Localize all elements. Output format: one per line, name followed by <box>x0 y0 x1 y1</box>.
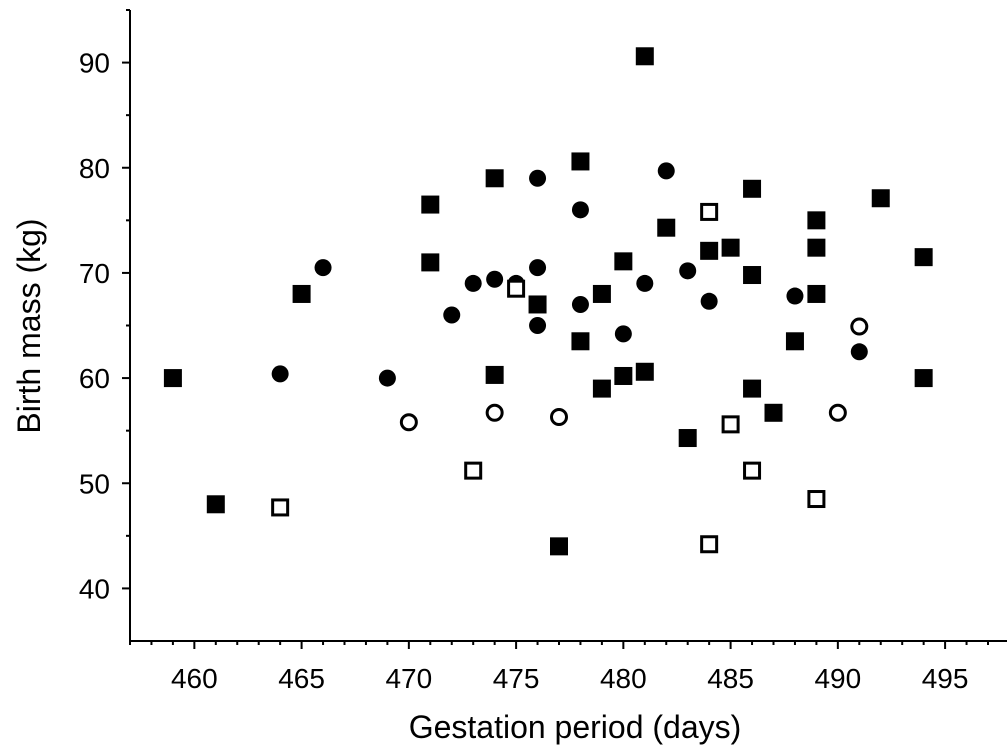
filled-circle-point <box>786 287 804 305</box>
x-tick-label: 490 <box>814 663 861 694</box>
filled-square-point <box>528 295 547 314</box>
filled-circle-point <box>486 270 504 288</box>
filled-square-point <box>550 537 568 556</box>
filled-square-point <box>592 379 611 398</box>
filled-circle-point <box>314 259 332 277</box>
data-points <box>163 47 933 556</box>
filled-square-point <box>485 169 504 188</box>
open-square-point <box>271 498 290 517</box>
open-square-point <box>721 415 740 434</box>
filled-square-point <box>807 284 826 303</box>
open-circle-point <box>485 403 504 422</box>
x-tick-label: 465 <box>278 663 325 694</box>
filled-square-point <box>914 369 933 388</box>
filled-circle-point <box>271 365 289 383</box>
filled-square-point <box>721 238 740 257</box>
filled-circle-point <box>636 274 654 292</box>
filled-circle-point <box>614 325 632 343</box>
x-tick-label: 480 <box>600 663 647 694</box>
plot-area <box>129 10 1007 642</box>
filled-square-point <box>807 211 826 230</box>
filled-square-point <box>807 238 826 257</box>
y-axis-title: Birth mass (kg) <box>11 218 47 433</box>
filled-circle-point <box>571 201 589 219</box>
x-tick-label: 495 <box>922 663 969 694</box>
filled-square-point <box>743 266 762 285</box>
filled-circle-point <box>571 295 589 313</box>
filled-square-point <box>743 379 762 398</box>
filled-circle-point <box>378 369 396 387</box>
filled-square-point <box>785 332 804 351</box>
filled-square-point <box>871 189 890 208</box>
filled-square-point <box>914 248 933 267</box>
y-axis: 40 50 60 70 80 90 <box>79 9 130 604</box>
filled-circle-point <box>679 262 697 280</box>
filled-square-point <box>678 429 697 448</box>
filled-square-point <box>635 47 654 66</box>
open-square-point <box>743 461 762 480</box>
filled-square-point <box>421 195 440 214</box>
filled-square-point <box>657 218 676 237</box>
y-tick-label: 90 <box>79 48 110 79</box>
open-square-point <box>700 202 719 221</box>
open-square-point <box>700 535 719 554</box>
filled-square-point <box>571 152 590 171</box>
filled-square-point <box>421 253 440 272</box>
filled-square-point <box>592 284 611 303</box>
filled-circle-point <box>700 292 718 310</box>
open-circle-point <box>828 403 847 422</box>
filled-square-point <box>206 495 225 514</box>
filled-square-point <box>614 252 633 271</box>
x-tick-label: 460 <box>171 663 218 694</box>
x-tick-label: 485 <box>707 663 754 694</box>
y-tick-label: 40 <box>79 573 110 604</box>
open-circle-point <box>850 317 869 336</box>
filled-square-point <box>163 369 182 388</box>
open-square-point <box>464 461 483 480</box>
open-square-point <box>807 490 826 509</box>
open-circle-point <box>399 413 418 432</box>
filled-square-point <box>614 366 633 385</box>
filled-square-point <box>635 362 654 381</box>
y-tick-label: 80 <box>79 153 110 184</box>
x-axis: 460 465 470 475 480 485 490 495 <box>129 641 989 694</box>
filled-circle-point <box>529 169 547 187</box>
filled-square-point <box>764 403 783 422</box>
x-tick-label: 475 <box>493 663 540 694</box>
filled-circle-point <box>529 259 547 277</box>
filled-circle-point <box>443 306 461 324</box>
x-axis-title: Gestation period (days) <box>409 709 742 745</box>
filled-square-point <box>292 284 311 303</box>
filled-square-point <box>743 179 762 198</box>
y-tick-label: 70 <box>79 258 110 289</box>
filled-square-point <box>700 241 719 260</box>
y-tick-label: 60 <box>79 363 110 394</box>
y-tick-label: 50 <box>79 468 110 499</box>
open-circle-point <box>550 407 568 426</box>
filled-circle-point <box>529 317 547 334</box>
open-square-point <box>507 279 526 298</box>
filled-square-point <box>571 332 590 351</box>
filled-square-point <box>485 365 504 384</box>
filled-circle-point <box>657 162 675 180</box>
filled-circle-point <box>850 343 868 361</box>
x-tick-label: 470 <box>385 663 432 694</box>
filled-circle-point <box>464 274 482 292</box>
